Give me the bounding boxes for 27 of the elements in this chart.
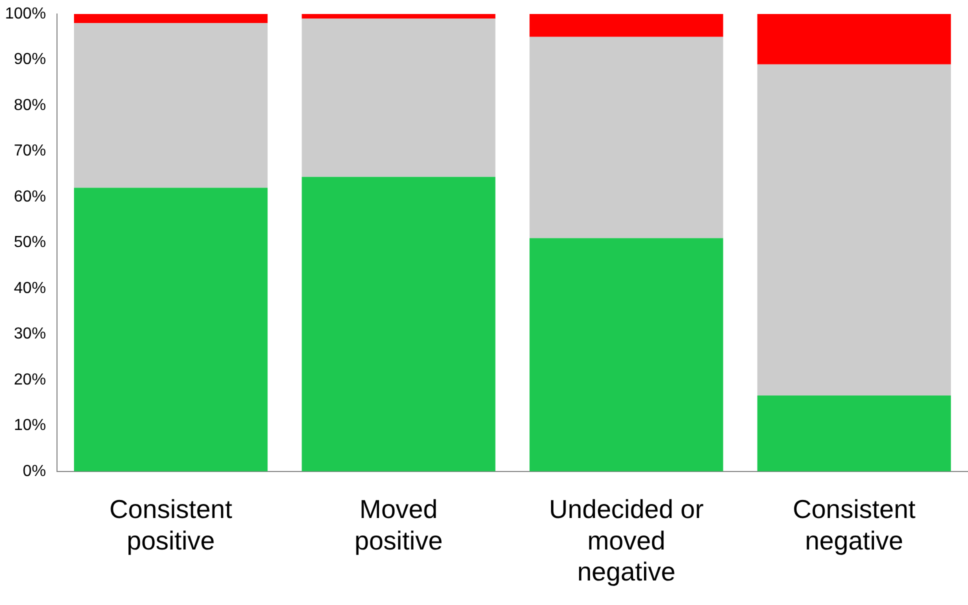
bar — [757, 64, 951, 396]
x-tick-label: Moved positive — [354, 494, 443, 556]
bar — [74, 188, 268, 472]
bar — [757, 14, 951, 64]
y-tick-label: 100% — [5, 5, 46, 22]
bar — [302, 18, 496, 177]
y-tick-label: 0% — [22, 462, 46, 480]
x-tick-label: Undecided or moved negative — [549, 494, 704, 587]
y-tick-label: 70% — [14, 142, 46, 160]
y-tick-label: 10% — [14, 417, 46, 434]
x-tick-label: Consistent negative — [792, 494, 916, 556]
bar — [302, 176, 496, 472]
y-tick-label: 20% — [14, 371, 46, 388]
y-tick-label: 50% — [14, 234, 46, 252]
y-tick-label: 80% — [14, 96, 46, 114]
y-tick-label: 30% — [14, 326, 46, 343]
y-tick-label: 40% — [14, 280, 46, 297]
y-tick-label: 90% — [14, 51, 46, 68]
bar — [74, 23, 268, 188]
bar — [302, 14, 496, 19]
bar — [530, 14, 724, 37]
y-tick-label: 60% — [14, 188, 46, 206]
bar — [530, 36, 724, 238]
bar — [530, 238, 724, 472]
x-tick-label: Consistent positive — [109, 494, 233, 556]
bar — [74, 14, 268, 24]
bar — [757, 395, 951, 472]
